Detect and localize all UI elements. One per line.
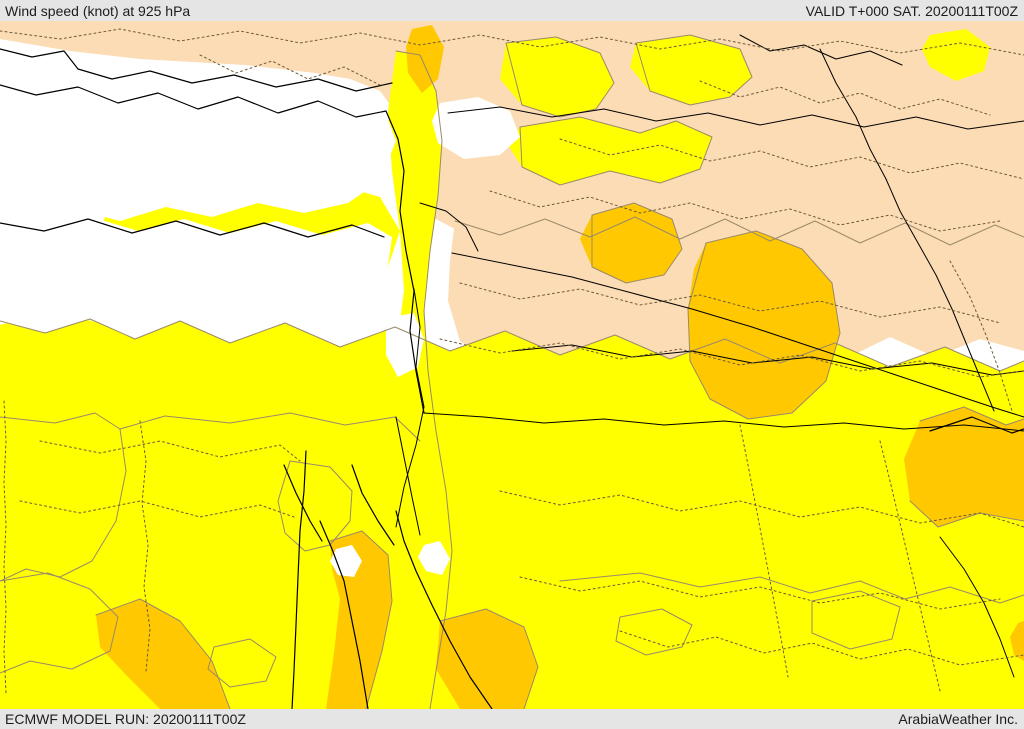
- admin-saudi-south-1: [499, 490, 1024, 528]
- coast-red-sea-west: [319, 520, 369, 709]
- contour-se-peach: [559, 572, 1024, 604]
- contour-patch-se1: [615, 608, 693, 656]
- admin-saudi-inner-2: [439, 338, 1024, 378]
- admin-yemen-oman: [619, 630, 1024, 666]
- admin-egypt-inner-2: [19, 500, 295, 518]
- band-yellow-iraq-patch: [508, 117, 712, 185]
- admin-boundaries-group: [0, 28, 1024, 694]
- band-gold-red-sea-west: [96, 599, 230, 709]
- contour-east-lobe: [919, 406, 1024, 426]
- contour-west-strip: [0, 428, 127, 582]
- contour-iraq-patch: [519, 116, 713, 186]
- valid-time-label: VALID T+000 SAT. 20200111T00Z: [805, 2, 1018, 19]
- contour-patch-se2: [811, 590, 901, 650]
- admin-egypt-vert: [139, 420, 151, 672]
- contour-band-south-edge: [0, 318, 1024, 372]
- coast-levant: [397, 138, 425, 414]
- footer-bar: ECMWF MODEL RUN: 20200111T00Z ArabiaWeat…: [0, 709, 1024, 729]
- band-yellow-turkey-patch2: [630, 35, 752, 105]
- contour-turkey-p1: [505, 36, 615, 118]
- band-gold-turkey-north: [406, 25, 444, 93]
- coastline-group: [0, 48, 1024, 709]
- contour-north-lobe: [591, 202, 683, 284]
- coast-gulf-aqaba: [351, 464, 395, 546]
- border-iraq-saudi: [511, 344, 1024, 376]
- border-egypt-east: [395, 416, 421, 536]
- wind-speed-contour-map: [0, 21, 1024, 709]
- admin-iran-inner: [949, 260, 1013, 412]
- attribution-label: ArabiaWeather Inc.: [898, 711, 1018, 727]
- med-sea-left-upper: [0, 47, 76, 91]
- band-gold-east-lobe: [904, 407, 1024, 527]
- band-gold-sw-lobe: [436, 609, 538, 709]
- contour-levant-strip: [395, 50, 453, 709]
- contour-peach-south-edge: [0, 412, 421, 442]
- contour-sw-lobe: [439, 608, 539, 709]
- border-iran-iraq: [885, 178, 995, 412]
- contour-turkey-p2: [635, 34, 753, 106]
- country-borders-group: [395, 34, 1024, 678]
- band-yellow-se-patch3: [208, 639, 276, 687]
- admin-north-1: [0, 28, 1024, 56]
- band-gold-group: [96, 25, 1024, 709]
- border-israel-jordan: [395, 288, 425, 528]
- admin-vertical-1: [739, 424, 789, 678]
- border-oman-uae: [939, 536, 1015, 678]
- band-yellow-turkey-patch3: [922, 29, 990, 81]
- admin-vertical-2: [879, 440, 941, 692]
- med-sea-lower: [0, 217, 392, 325]
- contour-west-lobe: [0, 572, 119, 674]
- admin-left-edge: [3, 400, 7, 694]
- mediterranean-sea-white: [0, 81, 396, 223]
- band-yellow-west-lobe: [0, 573, 118, 673]
- admin-turkey-upper-right: [699, 80, 991, 116]
- band-yellow-se-patch1: [616, 609, 692, 655]
- band-yellow-se-patch2: [812, 591, 900, 649]
- page-title: Wind speed (knot) at 925 hPa: [5, 2, 191, 19]
- border-jordan-saudi-south: [423, 412, 1024, 432]
- aqaba-white-2: [418, 541, 450, 575]
- admin-iraq-inner-2: [489, 190, 1001, 232]
- contour-patch-se3: [207, 638, 277, 688]
- border-lebanon-syria: [419, 202, 479, 252]
- border-turkey-syria: [447, 106, 1024, 130]
- border-turkey-iraq-east: [819, 48, 887, 180]
- coast-red-sea-east: [395, 510, 493, 709]
- contour-red-sea-gold-e: [329, 530, 393, 709]
- coast-nile: [291, 450, 307, 709]
- admin-egypt-inner-1: [39, 440, 301, 462]
- band-gold-north-lobe: [580, 203, 682, 283]
- band-gold-se-small: [1010, 621, 1024, 661]
- map-canvas[interactable]: [0, 21, 1024, 709]
- sea-white-group: [0, 47, 520, 577]
- contour-peach-north-edge: [454, 216, 1024, 246]
- band-gold-arabia-core: [688, 231, 840, 419]
- model-run-label: ECMWF MODEL RUN: 20200111T00Z: [5, 711, 246, 727]
- admin-saudi-inner-1: [459, 282, 1001, 324]
- coast-mediterranean-north: [0, 84, 399, 140]
- border-turkey-north: [739, 34, 903, 66]
- contour-east-lobe-s: [909, 500, 1024, 528]
- suez-white-1: [330, 545, 362, 577]
- admin-saudi-south-2: [519, 576, 1001, 610]
- coast-turkey-south: [0, 48, 393, 92]
- coast-north-africa: [0, 218, 385, 238]
- contour-lines-group: [0, 34, 1024, 709]
- border-syria-jordan-saudi: [451, 252, 1024, 418]
- coast-persian-gulf: [929, 416, 1024, 434]
- band-yellow-turkey-patch1: [500, 37, 614, 117]
- header-bar: Wind speed (knot) at 925 hPa VALID T+000…: [0, 0, 1024, 21]
